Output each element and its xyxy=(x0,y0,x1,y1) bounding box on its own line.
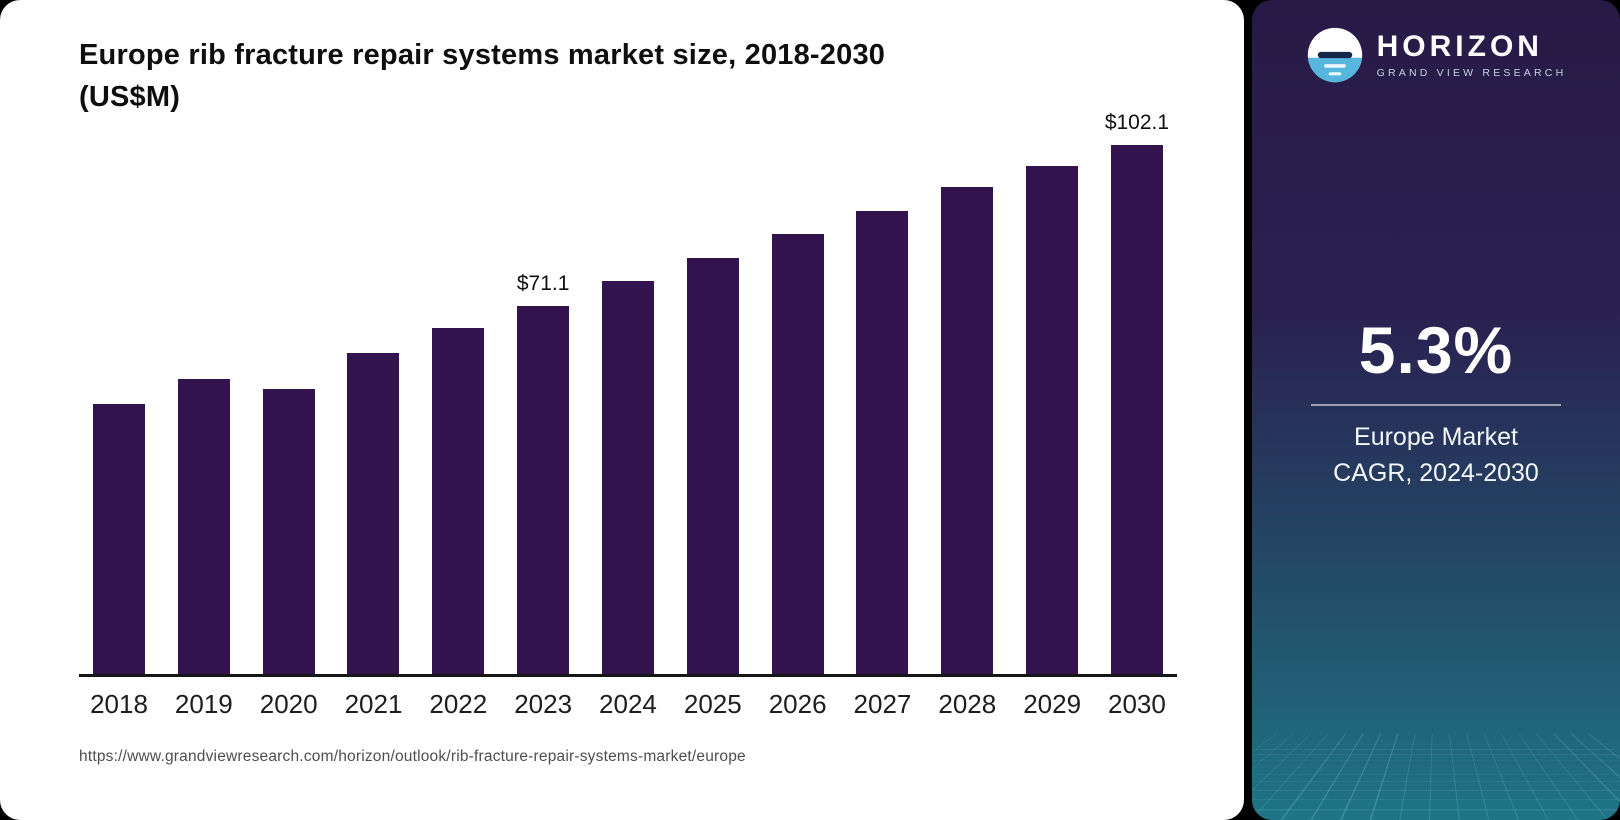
mesh-decoration xyxy=(1252,635,1620,820)
chart-title: Europe rib fracture repair systems marke… xyxy=(79,34,1159,118)
cagr-label-line1: Europe Market xyxy=(1354,423,1518,451)
x-axis-label-2028: 2028 xyxy=(938,689,997,719)
bar-column-2026 xyxy=(771,145,824,674)
bar-plot: $71.1 $102.1 xyxy=(79,111,1177,677)
x-axis-label-2023: 2023 xyxy=(514,689,573,719)
cagr-label-line2: CAGR, 2024-2030 xyxy=(1333,458,1539,487)
bar-column-2029 xyxy=(1026,145,1079,674)
x-axis-label-2024: 2024 xyxy=(599,689,657,719)
x-axis-label-2022: 2022 xyxy=(429,689,488,719)
horizon-logo: HORIZON GRAND VIEW RESEARCH xyxy=(1252,26,1620,84)
bar-column-2028 xyxy=(941,145,994,674)
x-axis-labels: 2018 2019 2020 2021 2022 2023 2024 2025 2026 2027… xyxy=(79,689,1177,720)
bar-2027 xyxy=(856,211,909,674)
x-axis-label-2021: 2021 xyxy=(344,689,403,719)
bar-column-2023: $71.1 xyxy=(517,145,569,674)
horizon-logo-text: HORIZON GRAND VIEW RESEARCH xyxy=(1376,29,1567,79)
x-axis-label-2019: 2019 xyxy=(174,689,233,719)
bar-column-2024 xyxy=(601,145,654,674)
bar-2022 xyxy=(432,328,485,674)
bar-column-2019 xyxy=(177,145,230,674)
bar-column-2022 xyxy=(432,145,485,674)
bar-2019 xyxy=(177,379,230,674)
bar-2020 xyxy=(262,389,315,674)
bar-column-2025 xyxy=(686,145,739,674)
bar-value-label-2023: $71.1 xyxy=(516,272,570,295)
bar-2030 xyxy=(1110,145,1163,674)
bar-column-2018 xyxy=(93,145,145,674)
stat-divider xyxy=(1311,404,1561,406)
bar-column-2021 xyxy=(347,145,400,674)
x-axis-label-2018: 2018 xyxy=(90,689,148,719)
bar-2028 xyxy=(941,187,994,674)
x-axis-label-2020: 2020 xyxy=(259,689,318,719)
perspective-grid xyxy=(1252,733,1620,820)
cagr-label: Europe Market CAGR, 2024-2030 xyxy=(1252,420,1620,491)
bar-2026 xyxy=(771,234,824,674)
bar-2021 xyxy=(347,353,400,674)
x-axis-label-2029: 2029 xyxy=(1023,689,1082,719)
source-url: https://www.grandviewresearch.com/horizo… xyxy=(79,748,746,765)
horizon-logo-icon xyxy=(1307,27,1362,83)
bar-2023 xyxy=(517,306,570,674)
bar-value-label-2030: $102.1 xyxy=(1104,111,1170,134)
bar-2024 xyxy=(601,281,654,674)
x-axis-label-2027: 2027 xyxy=(853,689,912,719)
cagr-value: 5.3% xyxy=(1358,313,1514,387)
x-axis-label-2025: 2025 xyxy=(683,689,742,719)
chart-card: Europe rib fracture repair systems marke… xyxy=(0,0,1244,820)
bar-column-2020 xyxy=(262,145,315,674)
bar-column-2027 xyxy=(856,145,909,674)
sidebar-panel: HORIZON GRAND VIEW RESEARCH 5.3% Europe … xyxy=(1252,0,1620,820)
x-axis-label-2026: 2026 xyxy=(768,689,827,719)
chart-title-line1: Europe rib fracture repair systems marke… xyxy=(79,39,886,71)
bar-column-2030: $102.1 xyxy=(1105,111,1169,674)
bar-2025 xyxy=(686,258,739,674)
x-axis-label-2030: 2030 xyxy=(1108,689,1166,719)
bar-2029 xyxy=(1026,166,1079,674)
bar-2018 xyxy=(93,404,145,674)
chart-title-line2: (US$M) xyxy=(79,81,181,114)
cagr-stat: 5.3% Europe Market CAGR, 2024-2030 xyxy=(1252,312,1620,491)
horizon-subtitle: GRAND VIEW RESEARCH xyxy=(1376,66,1567,79)
horizon-wordmark: HORIZON xyxy=(1376,29,1543,63)
